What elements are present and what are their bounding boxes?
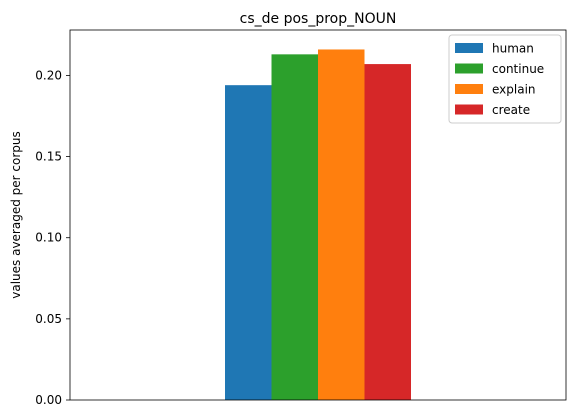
legend-swatch-human (455, 43, 483, 53)
bar-human (225, 85, 272, 400)
plot-frame (69, 29, 567, 401)
legend-label-continue: continue (492, 62, 544, 76)
legend-swatch-explain (455, 84, 483, 94)
y-tick-label: 0.20 (35, 68, 62, 82)
bars-group (225, 49, 411, 401)
bar-explain (318, 49, 365, 400)
bar-continue (271, 54, 318, 401)
legend-label-create: create (492, 103, 530, 117)
legend-label-human: human (492, 42, 534, 56)
y-tick-label: 0.10 (35, 231, 62, 245)
chart-title: cs_de pos_prop_NOUN (240, 11, 397, 27)
legend: human continue explain create (448, 34, 562, 124)
legend-box (448, 34, 562, 124)
legend-swatch-continue (455, 63, 483, 74)
legend-swatch-create (455, 104, 483, 115)
y-tick-label: 0.05 (35, 312, 62, 326)
y-tick-label: 0.15 (35, 150, 62, 164)
y-axis-label: values averaged per corpus (9, 131, 23, 299)
legend-label-explain: explain (492, 83, 536, 97)
bar-create (364, 64, 411, 400)
y-axis-ticks: 0.00 0.05 0.10 0.15 0.20 (35, 68, 70, 407)
y-tick-label: 0.00 (35, 393, 62, 407)
